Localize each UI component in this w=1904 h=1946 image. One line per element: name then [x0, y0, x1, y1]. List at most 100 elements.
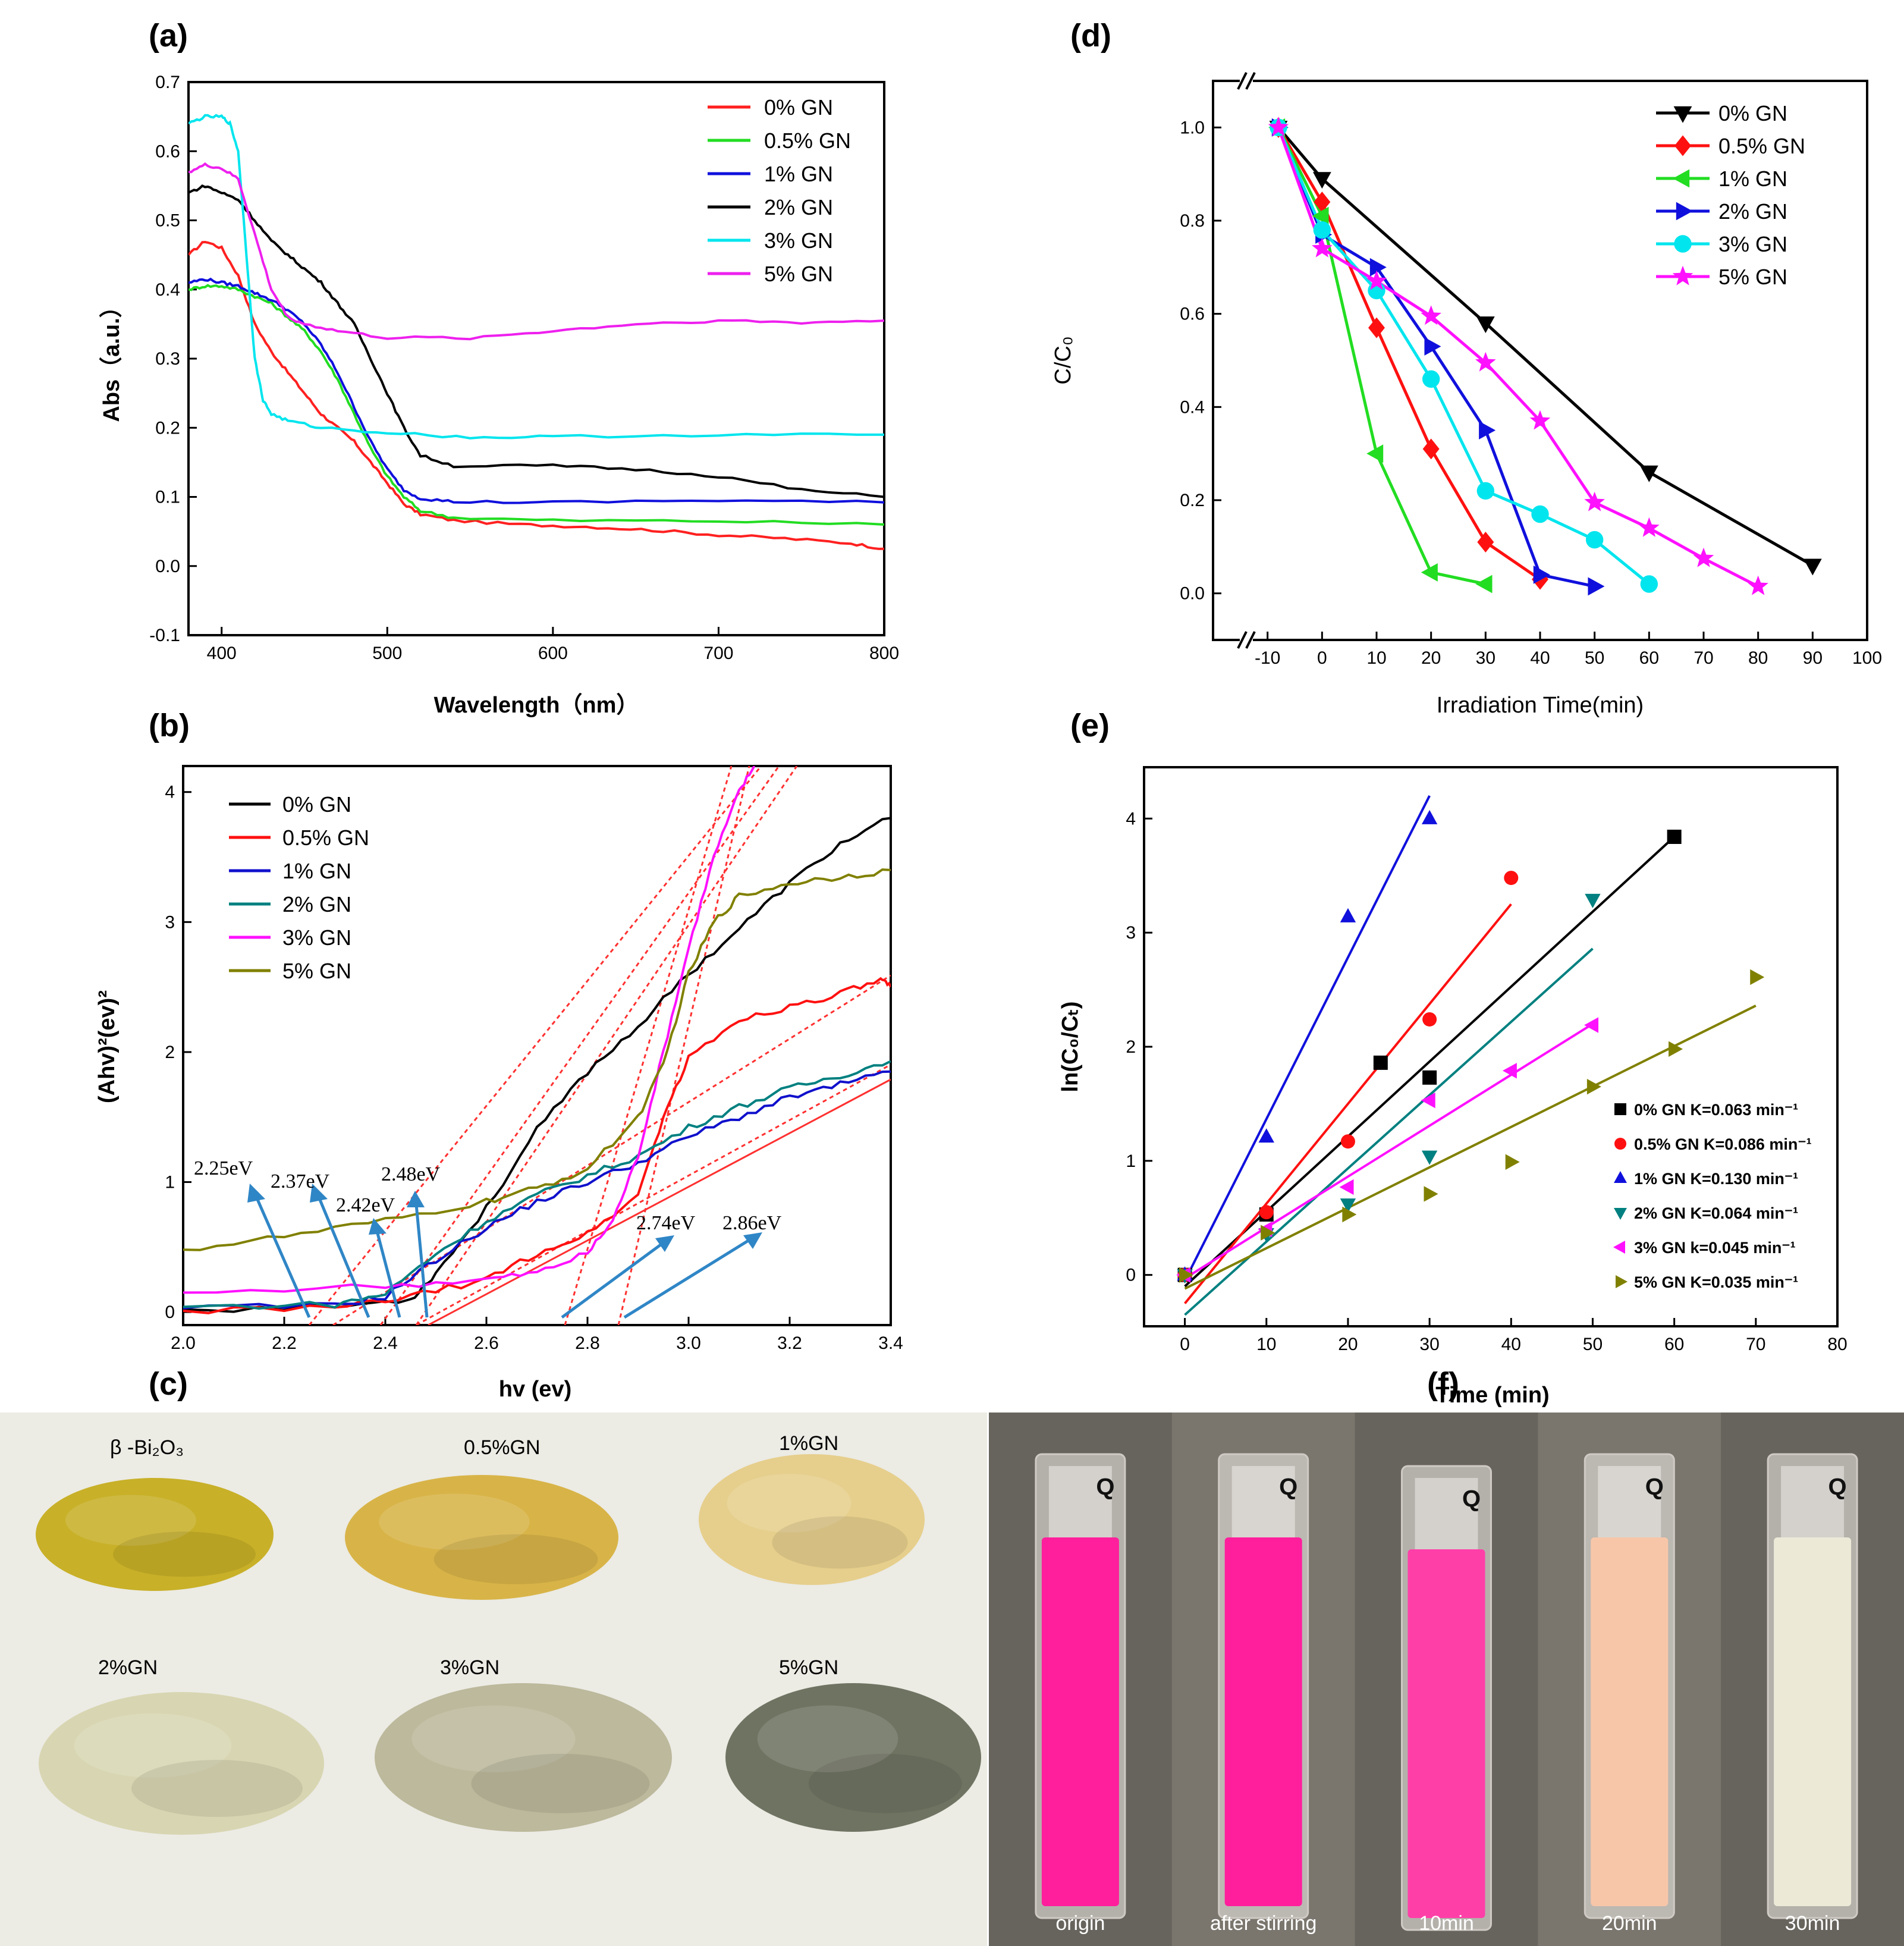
legend-marker [1673, 106, 1692, 123]
powder-shadow [131, 1760, 303, 1817]
panel-label-f: (f) [1427, 1366, 1459, 1402]
data-point [1748, 575, 1768, 595]
annotation-2.25eV: 2.25eV [194, 1157, 253, 1179]
powder-pile [345, 1475, 618, 1600]
tangent-line [379, 766, 780, 1325]
x-tick-label: 50 [1583, 1335, 1603, 1354]
data-point [1340, 1198, 1356, 1213]
x-tick-label: 80 [1748, 648, 1768, 668]
data-point [1340, 908, 1356, 922]
x-tick-label: 500 [372, 644, 402, 663]
series-line [183, 1060, 891, 1310]
powder-label-2: 1%GN [779, 1432, 838, 1455]
chart-b-arrows [247, 1184, 762, 1319]
legend-label: 3% GN [764, 228, 833, 253]
chart-d: -10 0 10 20 30 40 50 60 70 80 90 100 0.0 0.2 0.4 0.6 0.8… [1051, 72, 1882, 718]
data-point [1268, 117, 1289, 137]
data-point [1258, 1128, 1274, 1143]
data-point [1640, 575, 1658, 593]
panel-label-b: (b) [149, 708, 190, 743]
data-point [1477, 532, 1494, 553]
x-tick-label: 2.2 [272, 1333, 297, 1353]
tangent-line [428, 1078, 891, 1325]
arrow [414, 1204, 429, 1318]
x-tick-label: 50 [1585, 648, 1604, 668]
series-line [188, 114, 884, 440]
legend-label: 2% GN [282, 892, 351, 916]
y-tick-label: 2 [165, 1043, 175, 1062]
annotation-2.74eV: 2.74eV [636, 1212, 696, 1234]
annotation-2.37eV: 2.37eV [271, 1170, 330, 1192]
legend-marker [1674, 135, 1691, 156]
cuvette-neck [1048, 1466, 1112, 1537]
chart-a-ylabel: Abs（a.u.） [99, 295, 124, 422]
series-line [188, 284, 884, 526]
arrow-head [310, 1184, 328, 1203]
x-tick-label: 40 [1530, 648, 1550, 668]
powder-shadow [808, 1753, 962, 1813]
data-point [1422, 438, 1440, 460]
arrow [623, 1238, 750, 1319]
series-line [1277, 127, 1650, 585]
y-tick-label: 0.2 [155, 418, 180, 438]
x-tick-label: 30 [1419, 1335, 1439, 1354]
arrow [561, 1241, 664, 1319]
data-point [1312, 206, 1329, 225]
y-tick-label: 0 [165, 1302, 175, 1322]
panel-label-a: (a) [149, 18, 188, 54]
legend-label: 2% GN K=0.064 min⁻¹ [1634, 1204, 1798, 1222]
data-point [1504, 871, 1519, 886]
series-line [183, 977, 891, 1314]
data-point [1373, 1055, 1388, 1070]
data-point [1366, 270, 1387, 290]
cuvette-liquid [1591, 1537, 1669, 1906]
x-tick-label: 90 [1803, 648, 1823, 668]
series-line [188, 162, 884, 341]
powder-highlight [74, 1713, 231, 1778]
legend-label: 1% GN K=0.130 min⁻¹ [1634, 1170, 1798, 1188]
chart-b-frame [182, 765, 892, 1326]
data-point [1585, 531, 1604, 549]
x-tick-label: 2.4 [373, 1333, 398, 1353]
tangent-line [415, 766, 798, 1325]
legend-label: 5% GN [282, 959, 351, 983]
cuvette-mark: Q [1462, 1486, 1481, 1512]
tangent-line [564, 766, 733, 1325]
x-tick-label: 600 [538, 644, 568, 663]
data-point [1314, 192, 1331, 213]
legend-label: 0.5% GN K=0.086 min⁻¹ [1634, 1135, 1812, 1153]
legend-label: 0.5% GN [1718, 134, 1805, 158]
data-point [1421, 305, 1441, 325]
powder-shadow [113, 1531, 256, 1577]
chart-a: 400 500 600 700 800 -0.1 0.0 0.1 0.2 0.3 0.4 0.5 0.6… [99, 73, 899, 718]
series-line [183, 766, 756, 1294]
cuvette-label: 30min [1785, 1912, 1840, 1935]
data-point [1479, 421, 1496, 440]
cuvette-liquid [1774, 1537, 1852, 1906]
chart-b-ylabel: (Ahv)²(ev)² [95, 990, 120, 1103]
cuvette-mark: Q [1279, 1474, 1297, 1500]
data-point [1693, 547, 1714, 567]
y-tick-label: 1 [165, 1173, 175, 1192]
legend-label: 1% GN [1718, 167, 1787, 191]
powder-shadow [433, 1534, 598, 1584]
chart-a-legend: 0% GN 0.5% GN 1% GN 2% GN 3% GN 5% GN [708, 95, 851, 286]
cuvette-label: after stirring [1210, 1912, 1317, 1935]
panel-label-c: (c) [149, 1366, 188, 1402]
data-point [1421, 563, 1438, 582]
y-tick-label: 0.8 [1180, 211, 1205, 231]
series-line [1277, 126, 1814, 567]
y-tick-label: 0.1 [155, 488, 180, 507]
series-line [183, 1070, 891, 1310]
powder-highlight [411, 1705, 576, 1772]
data-point [1259, 1205, 1274, 1220]
fit-line [1184, 947, 1594, 1316]
y-tick-label: 0.6 [1180, 305, 1205, 324]
data-point [1476, 482, 1495, 500]
y-tick-label: 1.0 [1180, 118, 1205, 137]
legend-label: 1% GN [282, 859, 351, 883]
data-point [1369, 258, 1387, 277]
arrow-head [655, 1235, 674, 1252]
powder-pile [39, 1692, 324, 1835]
